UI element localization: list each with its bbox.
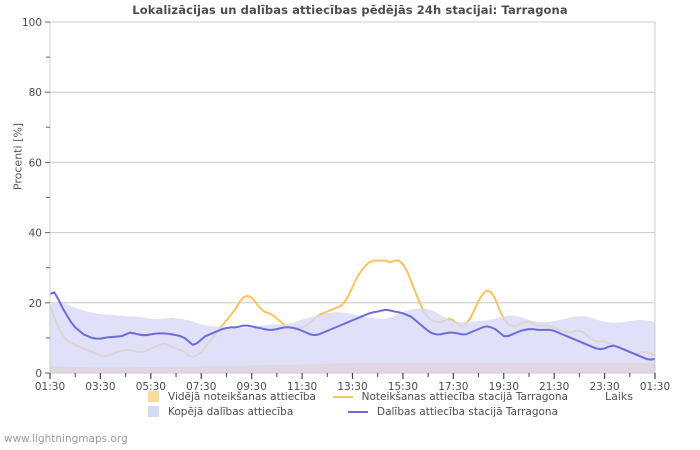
svg-text:03:30: 03:30 (85, 381, 115, 393)
svg-text:100: 100 (22, 17, 42, 29)
legend-label-detection-station: Noteikšanas attiecība stacijā Tarragona (361, 390, 568, 403)
watermark: www.lightningmaps.org (4, 433, 128, 445)
svg-text:15:30: 15:30 (388, 381, 418, 393)
legend-item-detection-station: Noteikšanas attiecība stacijā Tarragona (332, 390, 568, 403)
x-axis-label: Laiks (605, 390, 634, 403)
svg-text:0: 0 (35, 368, 42, 380)
svg-text:01:30: 01:30 (35, 381, 65, 393)
svg-text:40: 40 (29, 228, 42, 240)
svg-text:20: 20 (29, 298, 42, 310)
legend-swatch-total-participation (148, 406, 159, 417)
legend-item-participation-station: Dalības attiecība stacijā Tarragona (348, 406, 558, 418)
legend-row: Kopējā dalības attiecība Dalības attiecī… (148, 405, 568, 418)
svg-text:60: 60 (29, 157, 42, 169)
legend-item-total-participation: Kopējā dalības attiecība (148, 406, 348, 418)
svg-text:17:30: 17:30 (438, 381, 468, 393)
svg-text:23:30: 23:30 (589, 381, 619, 393)
chart-legend: Vidējā noteikšanas attiecība Noteikšanas… (148, 390, 568, 420)
legend-swatch-avg-detection (148, 391, 159, 402)
svg-text:19:30: 19:30 (489, 381, 519, 393)
svg-text:07:30: 07:30 (186, 381, 216, 393)
chart-title: Lokalizācijas un dalības attiecības pēdē… (132, 3, 568, 17)
legend-label-total-participation: Kopējā dalības attiecība (168, 405, 294, 418)
svg-text:01:30: 01:30 (640, 381, 670, 393)
svg-text:11:30: 11:30 (287, 381, 317, 393)
svg-text:21:30: 21:30 (539, 381, 569, 393)
svg-text:05:30: 05:30 (136, 381, 166, 393)
svg-text:13:30: 13:30 (337, 381, 367, 393)
legend-swatch-participation-station (348, 410, 368, 413)
legend-item-avg-detection: Vidējā noteikšanas attiecība (148, 391, 333, 403)
legend-row: Vidējā noteikšanas attiecība Noteikšanas… (148, 390, 568, 403)
legend-swatch-detection-station (332, 395, 353, 398)
legend-label-avg-detection: Vidējā noteikšanas attiecība (168, 390, 316, 403)
svg-text:09:30: 09:30 (237, 381, 267, 393)
legend-label-participation-station: Dalības attiecība stacijā Tarragona (377, 405, 559, 418)
svg-text:80: 80 (29, 87, 42, 99)
